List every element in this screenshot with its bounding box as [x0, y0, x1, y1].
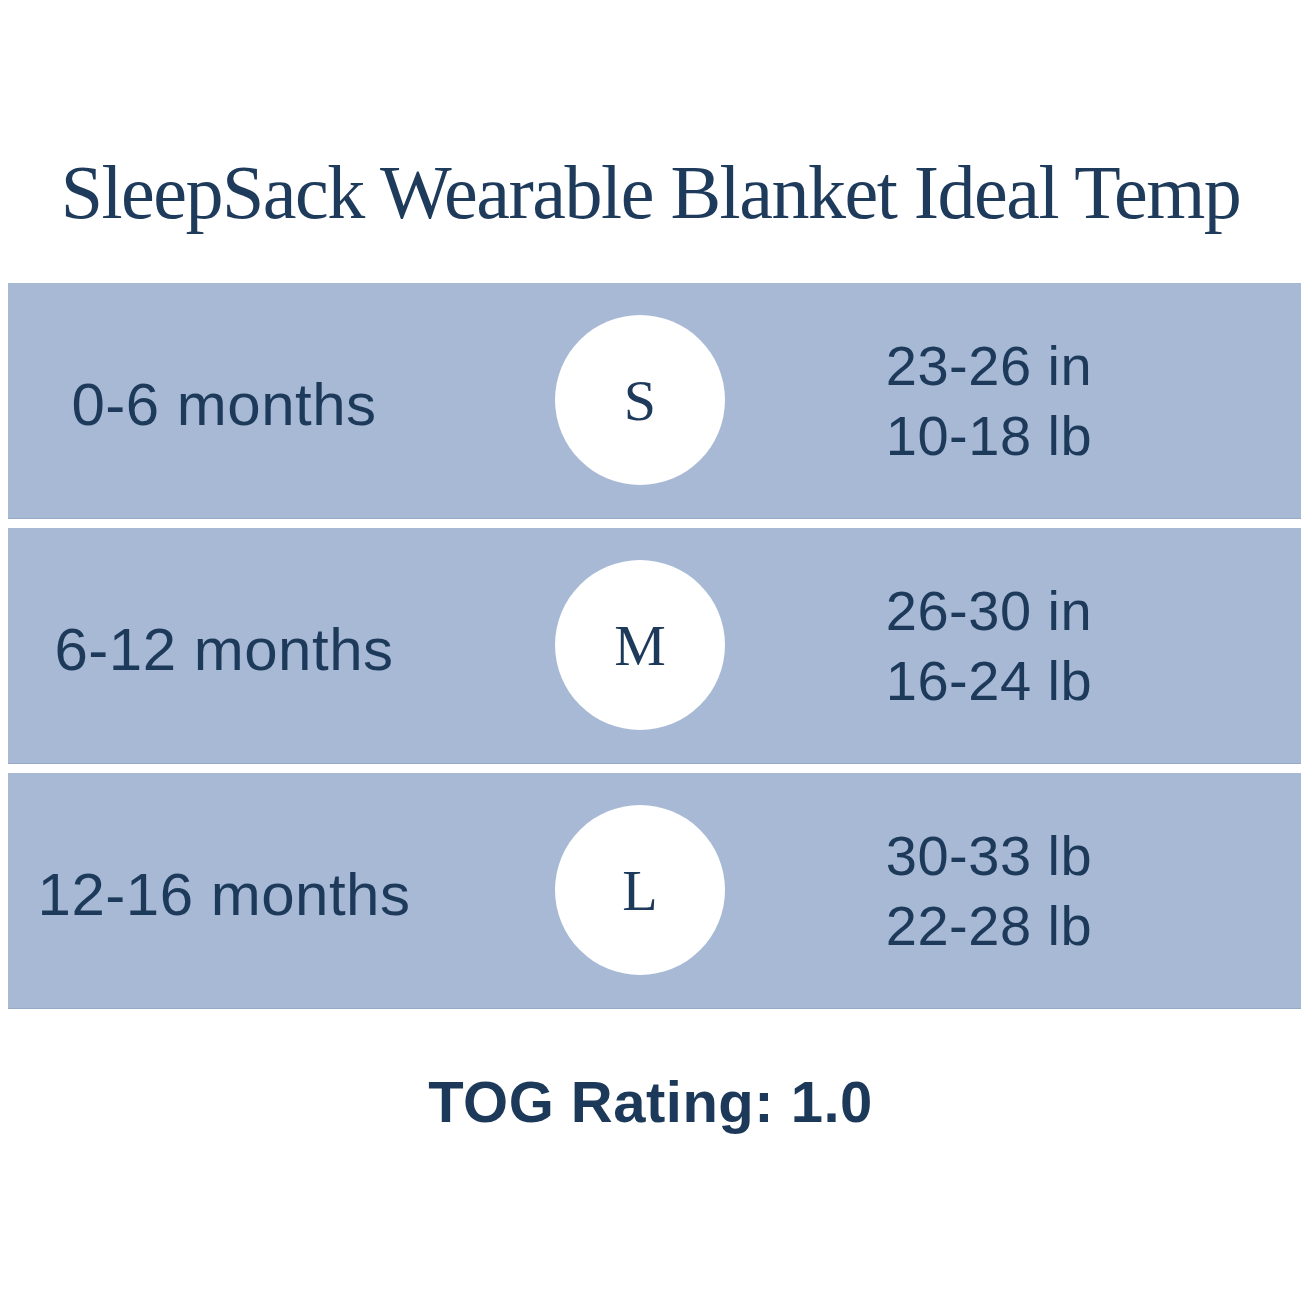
measurement-range: 30-33 lb 22-28 lb: [781, 773, 1197, 1008]
age-range-label: 0-6 months: [8, 283, 440, 518]
range-line-1: 30-33 lb: [886, 821, 1092, 891]
size-letter: S: [624, 367, 656, 434]
size-chart-infographic: SleepSack Wearable Blanket Ideal Temp 0-…: [0, 0, 1301, 1301]
size-row-small: 0-6 months S 23-26 in 10-18 lb: [8, 283, 1301, 519]
size-circle: L: [555, 805, 725, 975]
measurement-range: 23-26 in 10-18 lb: [781, 283, 1197, 518]
range-line-1: 23-26 in: [886, 331, 1092, 401]
range-line-2: 16-24 lb: [886, 646, 1092, 716]
range-line-2: 22-28 lb: [886, 891, 1092, 961]
age-range-label: 6-12 months: [8, 528, 440, 763]
range-line-2: 10-18 lb: [886, 401, 1092, 471]
size-circle: M: [555, 560, 725, 730]
size-letter: L: [622, 857, 657, 924]
size-row-medium: 6-12 months M 26-30 in 16-24 lb: [8, 528, 1301, 764]
range-line-1: 26-30 in: [886, 576, 1092, 646]
tog-rating-label: TOG Rating: 1.0: [0, 1062, 1301, 1142]
measurement-range: 26-30 in 16-24 lb: [781, 528, 1197, 763]
size-circle: S: [555, 315, 725, 485]
size-letter: M: [614, 612, 666, 679]
page-title: SleepSack Wearable Blanket Ideal Temp: [0, 148, 1301, 238]
size-row-large: 12-16 months L 30-33 lb 22-28 lb: [8, 773, 1301, 1009]
age-range-label: 12-16 months: [8, 773, 440, 1008]
